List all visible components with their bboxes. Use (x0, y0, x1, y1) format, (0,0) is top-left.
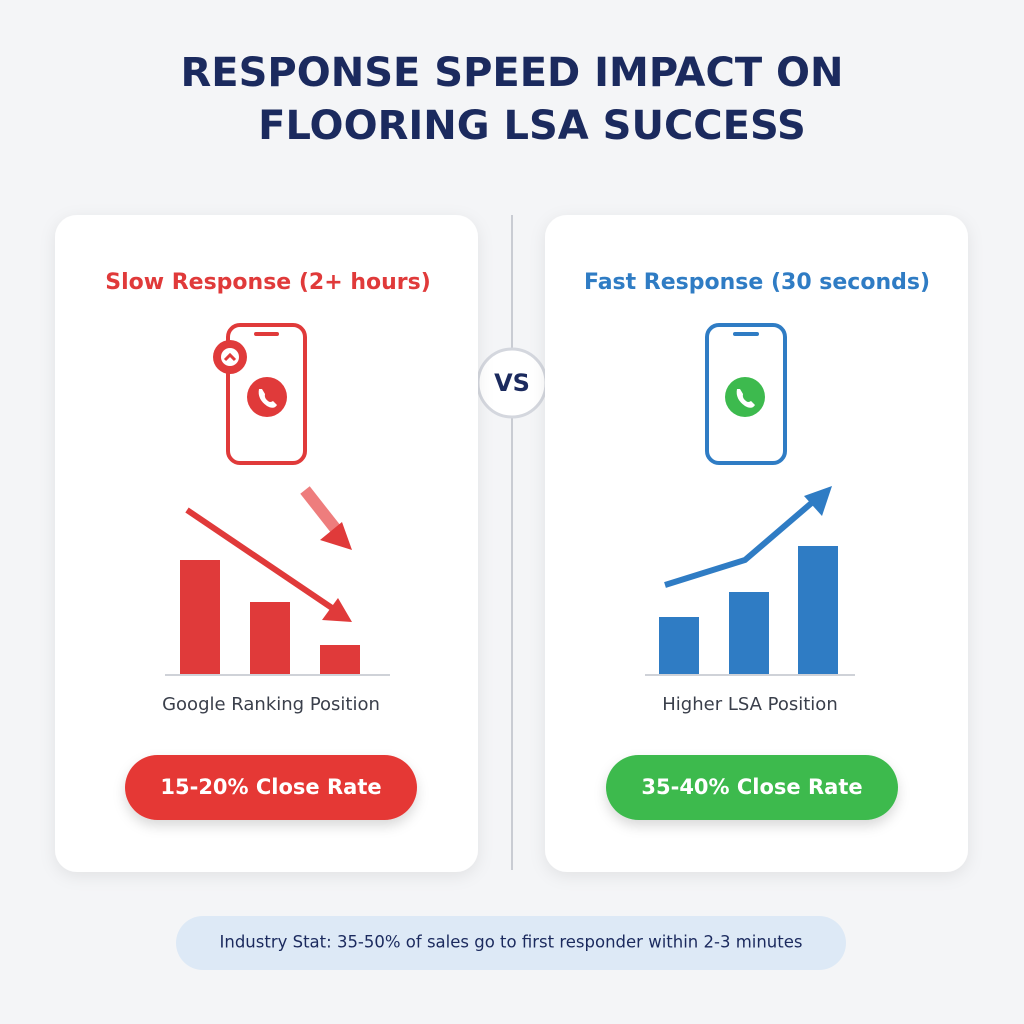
slow-caption: Google Ranking Position (162, 694, 380, 715)
slow-heading: Slow Response (2+ hours) (105, 270, 431, 295)
slow-badge (125, 755, 417, 820)
fast-card (545, 215, 968, 872)
title-line: RESPONSE SPEED IMPACT ON (180, 50, 843, 96)
fast-phone-icon (705, 323, 787, 465)
slow-card (55, 215, 478, 872)
slow-bar-graphic (165, 486, 390, 676)
fast-bar-graphic (645, 486, 855, 676)
footer-stat: Industry Stat: 35-50% of sales go to fir… (220, 933, 803, 952)
fast-caption: Higher LSA Position (662, 694, 837, 715)
slow-phone-icon (213, 323, 307, 465)
slow-badge-text: 15-20% Close Rate (160, 775, 381, 799)
fast-badge (606, 755, 898, 820)
fast-heading: Fast Response (30 seconds) (584, 270, 930, 295)
vs-label: VS (494, 369, 530, 397)
title-line: FLOORING LSA SUCCESS (258, 103, 806, 149)
footer-pill (176, 916, 846, 970)
fast-badge-text: 35-40% Close Rate (641, 775, 862, 799)
